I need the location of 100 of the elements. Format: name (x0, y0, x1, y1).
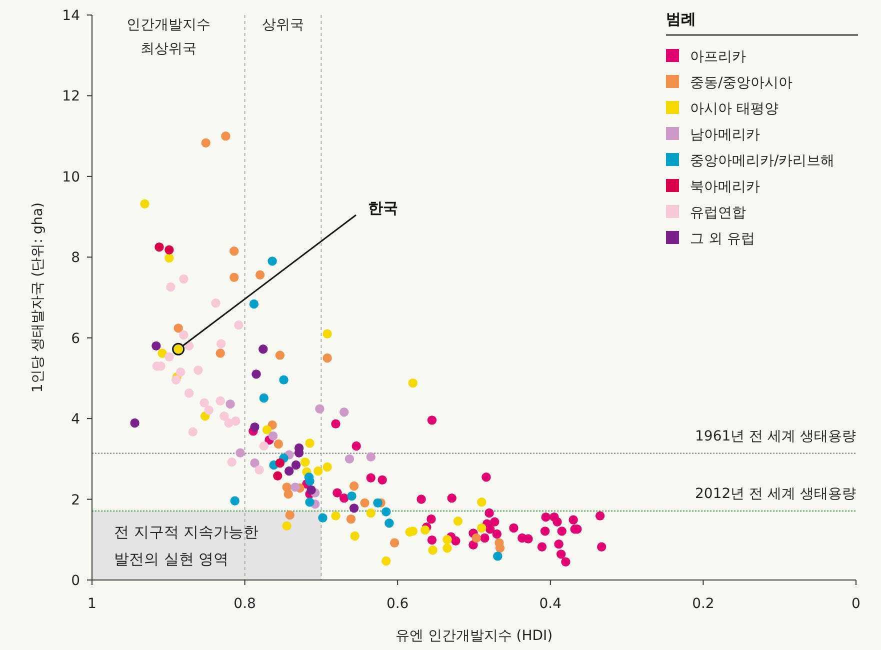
point (220, 412, 229, 421)
point (554, 539, 564, 549)
x-tick-label: 0.6 (386, 596, 409, 612)
point (250, 422, 260, 432)
point (322, 353, 332, 363)
point (300, 458, 310, 467)
point (174, 324, 183, 333)
x-tick-label: 0.4 (539, 596, 562, 612)
point (234, 320, 244, 330)
x-tick-label: 0 (852, 596, 860, 612)
point (305, 498, 314, 507)
point (318, 513, 328, 522)
point (390, 538, 400, 548)
point (509, 523, 518, 533)
point (442, 544, 452, 553)
point (537, 542, 547, 552)
y-tick-label: 12 (62, 88, 80, 105)
point (427, 535, 437, 545)
point (226, 399, 235, 409)
point (322, 329, 332, 338)
point (249, 299, 259, 309)
point (250, 458, 260, 468)
point (184, 388, 194, 398)
point (447, 493, 456, 503)
legend-label: 중앙아메리카/카리브해 (690, 153, 835, 169)
point (152, 341, 161, 351)
ref-line-label: 인간개발지수 최상위국 (126, 17, 210, 57)
y-tick-label: 2 (71, 492, 80, 508)
point (130, 418, 140, 428)
point (595, 511, 605, 520)
point (346, 514, 356, 524)
point (290, 482, 300, 492)
point (408, 378, 418, 388)
y-tick-label: 6 (71, 330, 80, 347)
ref-line-label: 1961년 전 세계 생태용량 (695, 428, 856, 444)
point (524, 534, 533, 544)
point (230, 272, 239, 282)
point (552, 517, 562, 526)
point (176, 368, 186, 377)
point (279, 375, 288, 384)
point (561, 557, 570, 566)
point (179, 274, 188, 284)
legend-label: 아프리카 (690, 49, 746, 65)
point (258, 344, 268, 354)
point (347, 491, 356, 501)
point (230, 246, 239, 256)
point (275, 350, 285, 360)
point (230, 496, 240, 506)
legend-label: 그 외 유럽 (690, 231, 755, 247)
point (315, 404, 324, 414)
legend-label: 아시아 태평양 (690, 101, 778, 117)
point (495, 544, 505, 553)
y-tick-label: 8 (71, 250, 80, 266)
legend-title: 범례 (666, 10, 696, 28)
point (477, 498, 486, 507)
point (384, 518, 394, 528)
point (164, 253, 174, 263)
point (259, 393, 268, 403)
point (373, 498, 382, 508)
point (378, 475, 387, 485)
point (231, 416, 240, 426)
point (344, 454, 354, 464)
y-tick-label: 0 (71, 573, 80, 589)
point (331, 511, 340, 520)
point (541, 512, 550, 522)
point (480, 533, 490, 543)
legend-label: 남아메리카 (690, 127, 760, 143)
point (252, 370, 261, 379)
x-tick-label: 0.8 (234, 596, 256, 612)
legend-label: 유럽연합 (690, 205, 746, 221)
point (216, 339, 226, 349)
point (282, 521, 292, 531)
x-tick-label: 1 (88, 596, 96, 612)
ref-line-label: 2012년 전 세계 생태용량 (695, 486, 856, 502)
point (268, 431, 278, 441)
point (284, 489, 293, 499)
point (427, 416, 437, 425)
point (322, 462, 332, 472)
annotation: 한국 (368, 199, 398, 217)
point (255, 270, 265, 280)
point (259, 441, 268, 451)
point (426, 514, 436, 524)
point (442, 535, 452, 544)
point (366, 473, 376, 482)
point (236, 448, 245, 458)
point (416, 494, 426, 504)
ref-line-label: 상위국 (262, 17, 304, 33)
point (164, 245, 174, 254)
point (420, 525, 430, 535)
point (568, 515, 578, 524)
point (453, 516, 463, 526)
point (477, 523, 486, 533)
point (360, 498, 370, 508)
point (352, 441, 361, 451)
point (557, 526, 566, 536)
point (262, 425, 272, 434)
y-axis-title: 1인당 생태발자국 (단위: gha) (30, 202, 46, 393)
point (332, 488, 342, 498)
point (305, 438, 314, 448)
point (340, 408, 349, 417)
